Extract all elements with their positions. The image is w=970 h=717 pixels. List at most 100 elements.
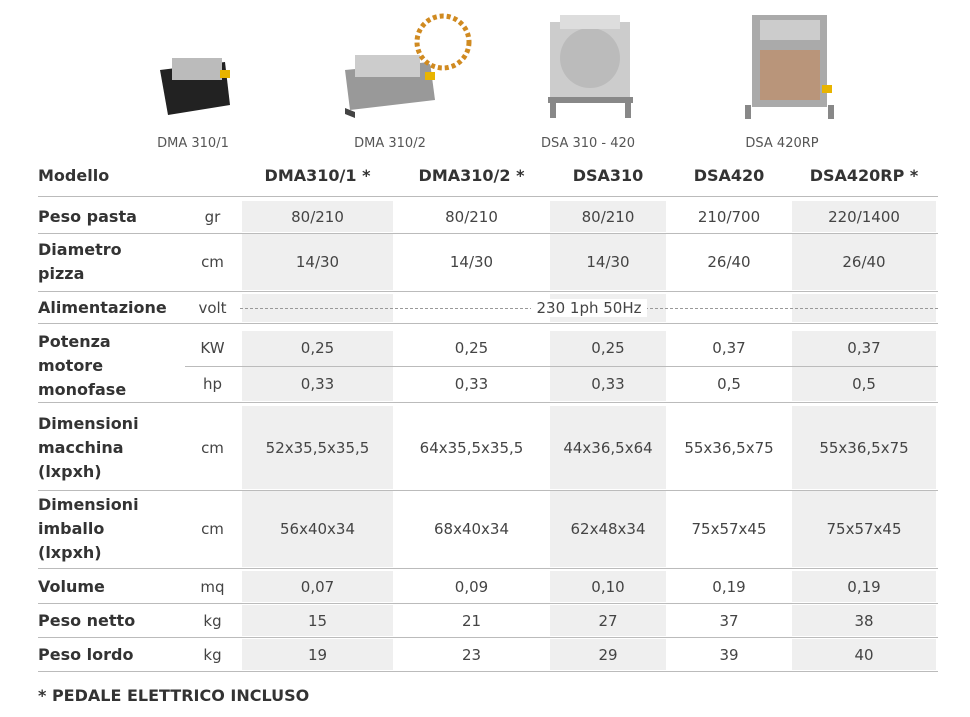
- cell-bg: [242, 605, 393, 636]
- value: 14/30: [295, 253, 340, 271]
- value: 0,25: [300, 339, 335, 357]
- row-label: Peso netto: [38, 610, 136, 630]
- value: 0,37: [847, 339, 881, 357]
- row-label: Dimensioni: [38, 495, 139, 514]
- cell-bg: [242, 201, 393, 232]
- row-label: imballo: [38, 519, 105, 538]
- unit: kg: [203, 645, 222, 664]
- unit: mq: [200, 577, 225, 596]
- value: 21: [461, 611, 482, 630]
- value: 55x36,5x75: [819, 438, 909, 457]
- value: 40: [854, 645, 874, 664]
- value: 39: [719, 645, 739, 664]
- row-label: Peso pasta: [38, 206, 137, 226]
- cell-bg: [550, 406, 666, 489]
- cell-bg: [550, 234, 666, 290]
- row-separator: [38, 671, 938, 672]
- value: 0,07: [300, 577, 335, 596]
- value: 19: [307, 645, 328, 664]
- value: 75x57x45: [826, 520, 902, 538]
- header-cell: DSA310: [572, 166, 644, 185]
- value: 44x36,5x64: [563, 438, 653, 457]
- row-separator: [38, 603, 938, 604]
- value: 68x40x34: [433, 520, 509, 538]
- product-caption: DMA 310/1: [157, 136, 229, 151]
- cell-bg: [792, 571, 936, 602]
- unit: cm: [201, 253, 224, 271]
- cell-bg: [792, 639, 936, 670]
- unit: cm: [201, 438, 224, 457]
- value: 29: [598, 645, 618, 664]
- row-separator: [38, 568, 938, 569]
- product-caption: DSA 420RP: [745, 136, 819, 151]
- row-label: Peso lordo: [38, 644, 134, 664]
- value: 0,10: [591, 577, 625, 596]
- value: 14/30: [586, 253, 630, 271]
- value: 37: [719, 611, 739, 630]
- value: 0,25: [591, 339, 625, 357]
- machine-3: [548, 15, 633, 118]
- row-label: Volume: [38, 576, 105, 596]
- header-cell: DSA420: [693, 166, 765, 185]
- value: 0,25: [454, 339, 489, 357]
- unit: KW: [200, 339, 225, 357]
- value: 80/210: [445, 207, 498, 226]
- row-separator: [38, 637, 938, 638]
- row-separator: [38, 323, 938, 324]
- machine-1: [160, 58, 230, 115]
- cell-bg: [550, 571, 666, 602]
- sub-separator: [185, 366, 938, 367]
- cell-bg: [242, 571, 393, 602]
- unit: gr: [204, 207, 221, 226]
- value: 38: [854, 611, 874, 630]
- row-label: monofase: [38, 380, 127, 399]
- row-label: pizza: [38, 264, 85, 283]
- value: 0,37: [712, 339, 746, 357]
- cell-bg: [792, 605, 936, 636]
- row-label: (lxpxh): [38, 461, 102, 481]
- value: 0,19: [712, 577, 746, 596]
- value: 52x35,5x35,5: [265, 438, 370, 457]
- value: 0,09: [454, 577, 489, 596]
- cell-bg: [550, 605, 666, 636]
- value: 80/210: [291, 207, 344, 226]
- value: 0,5: [852, 375, 876, 393]
- product-caption: DMA 310/2: [354, 136, 426, 151]
- header-cell: DSA420RP *: [809, 166, 919, 185]
- cell-bg: [242, 639, 393, 670]
- cell-bg: [550, 201, 666, 232]
- value: 23: [461, 645, 482, 664]
- value: 0,33: [591, 375, 625, 393]
- machine-4: [745, 15, 834, 119]
- footnote: * PEDALE ELETTRICO INCLUSO: [38, 686, 310, 705]
- value: 0,19: [847, 577, 881, 596]
- value: 26/40: [842, 253, 886, 271]
- row-label: macchina: [38, 437, 124, 457]
- value: 64x35,5x35,5: [419, 438, 524, 457]
- row-separator: [38, 233, 938, 234]
- header-label: Modello: [38, 166, 110, 185]
- header-cell: DMA310/1 *: [264, 166, 371, 185]
- value: 0,5: [717, 375, 741, 393]
- product-caption: DSA 310 - 420: [540, 136, 636, 151]
- row-label: motore: [38, 356, 104, 375]
- cell-bg: [792, 406, 936, 489]
- row-label: Alimentazione: [38, 298, 167, 317]
- span-text: 230 1ph 50Hz: [530, 299, 648, 317]
- value: 56x40x34: [279, 520, 355, 538]
- row-label: Potenza: [38, 332, 111, 351]
- cell-bg: [792, 491, 936, 567]
- row-separator: [38, 291, 938, 292]
- unit: volt: [198, 299, 227, 317]
- cell-bg: [792, 234, 936, 290]
- row-separator: [38, 402, 938, 403]
- cell-bg: [242, 491, 393, 567]
- row-label: Diametro: [38, 240, 122, 259]
- cell-bg: [550, 639, 666, 670]
- cell-bg: [550, 491, 666, 567]
- header-cell: DMA310/2 *: [418, 166, 525, 185]
- value: 14/30: [449, 253, 494, 271]
- value: 220/1400: [828, 207, 900, 226]
- unit: hp: [202, 375, 223, 393]
